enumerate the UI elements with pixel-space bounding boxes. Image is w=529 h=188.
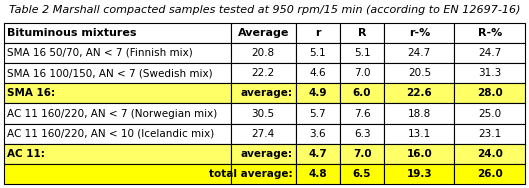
- Text: R: R: [358, 28, 367, 38]
- Text: r-%: r-%: [409, 28, 430, 38]
- Text: 5.1: 5.1: [354, 48, 370, 58]
- Bar: [296, 63, 340, 83]
- Text: Bituminous mixtures: Bituminous mixtures: [7, 28, 137, 38]
- Bar: [296, 144, 340, 164]
- Text: SMA 16 100/150, AN < 7 (Swedish mix): SMA 16 100/150, AN < 7 (Swedish mix): [7, 68, 213, 78]
- Text: 6.0: 6.0: [353, 88, 371, 98]
- Text: 7.0: 7.0: [353, 149, 371, 159]
- Text: AC 11:: AC 11:: [7, 149, 45, 159]
- Text: r: r: [315, 28, 321, 38]
- Text: 7.6: 7.6: [354, 108, 370, 118]
- Text: 13.1: 13.1: [408, 129, 431, 139]
- Bar: [4, 103, 231, 124]
- Bar: [340, 103, 384, 124]
- Bar: [4, 63, 231, 83]
- Bar: [454, 103, 525, 124]
- Text: 16.0: 16.0: [406, 149, 432, 159]
- Text: 6.5: 6.5: [353, 169, 371, 179]
- Bar: [384, 103, 454, 124]
- Bar: [231, 23, 296, 43]
- Bar: [454, 124, 525, 144]
- Bar: [296, 83, 340, 103]
- Bar: [454, 43, 525, 63]
- Bar: [296, 103, 340, 124]
- Text: 5.7: 5.7: [309, 108, 326, 118]
- Text: 5.1: 5.1: [309, 48, 326, 58]
- Text: average:: average:: [241, 88, 293, 98]
- Bar: [340, 83, 384, 103]
- Bar: [384, 83, 454, 103]
- Bar: [4, 23, 231, 43]
- Bar: [384, 23, 454, 43]
- Text: 24.0: 24.0: [477, 149, 503, 159]
- Bar: [340, 124, 384, 144]
- Bar: [296, 23, 340, 43]
- Bar: [384, 144, 454, 164]
- Bar: [384, 124, 454, 144]
- Text: 18.8: 18.8: [408, 108, 431, 118]
- Text: Table 2 Marshall compacted samples tested at 950 rpm/15 min (according to EN 126: Table 2 Marshall compacted samples teste…: [9, 5, 520, 15]
- Text: 30.5: 30.5: [252, 108, 275, 118]
- Text: AC 11 160/220, AN < 7 (Norwegian mix): AC 11 160/220, AN < 7 (Norwegian mix): [7, 108, 217, 118]
- Text: Average: Average: [238, 28, 289, 38]
- Bar: [454, 63, 525, 83]
- Text: 4.7: 4.7: [308, 149, 327, 159]
- Bar: [296, 124, 340, 144]
- Text: 4.8: 4.8: [308, 169, 327, 179]
- Bar: [231, 63, 296, 83]
- Text: total average:: total average:: [209, 169, 293, 179]
- Text: 20.8: 20.8: [252, 48, 275, 58]
- Bar: [340, 23, 384, 43]
- Bar: [340, 144, 384, 164]
- Bar: [296, 164, 340, 184]
- Text: 20.5: 20.5: [408, 68, 431, 78]
- Bar: [384, 63, 454, 83]
- Text: 23.1: 23.1: [478, 129, 501, 139]
- Text: 24.7: 24.7: [478, 48, 501, 58]
- Bar: [340, 43, 384, 63]
- Bar: [454, 83, 525, 103]
- Text: 28.0: 28.0: [477, 88, 503, 98]
- Text: 6.3: 6.3: [354, 129, 370, 139]
- Bar: [454, 23, 525, 43]
- Text: 19.3: 19.3: [407, 169, 432, 179]
- Text: 4.9: 4.9: [308, 88, 327, 98]
- Bar: [384, 164, 454, 184]
- Bar: [4, 83, 231, 103]
- Bar: [296, 43, 340, 63]
- Text: 25.0: 25.0: [478, 108, 501, 118]
- Bar: [231, 124, 296, 144]
- Text: 3.6: 3.6: [309, 129, 326, 139]
- Text: 22.2: 22.2: [252, 68, 275, 78]
- Text: 31.3: 31.3: [478, 68, 501, 78]
- Text: 4.6: 4.6: [309, 68, 326, 78]
- Text: SMA 16:: SMA 16:: [7, 88, 56, 98]
- Text: 7.0: 7.0: [354, 68, 370, 78]
- Text: AC 11 160/220, AN < 10 (Icelandic mix): AC 11 160/220, AN < 10 (Icelandic mix): [7, 129, 215, 139]
- Bar: [231, 43, 296, 63]
- Bar: [231, 144, 296, 164]
- Text: SMA 16 50/70, AN < 7 (Finnish mix): SMA 16 50/70, AN < 7 (Finnish mix): [7, 48, 193, 58]
- Bar: [231, 164, 296, 184]
- Bar: [4, 144, 231, 164]
- Text: average:: average:: [241, 149, 293, 159]
- Bar: [454, 164, 525, 184]
- Bar: [340, 164, 384, 184]
- Bar: [231, 83, 296, 103]
- Text: 22.6: 22.6: [406, 88, 432, 98]
- Text: R-%: R-%: [478, 28, 502, 38]
- Bar: [340, 63, 384, 83]
- Bar: [454, 144, 525, 164]
- Bar: [4, 43, 231, 63]
- Bar: [4, 164, 231, 184]
- Text: 24.7: 24.7: [408, 48, 431, 58]
- Bar: [384, 43, 454, 63]
- Text: 26.0: 26.0: [477, 169, 503, 179]
- Bar: [231, 103, 296, 124]
- Text: 27.4: 27.4: [252, 129, 275, 139]
- Bar: [4, 124, 231, 144]
